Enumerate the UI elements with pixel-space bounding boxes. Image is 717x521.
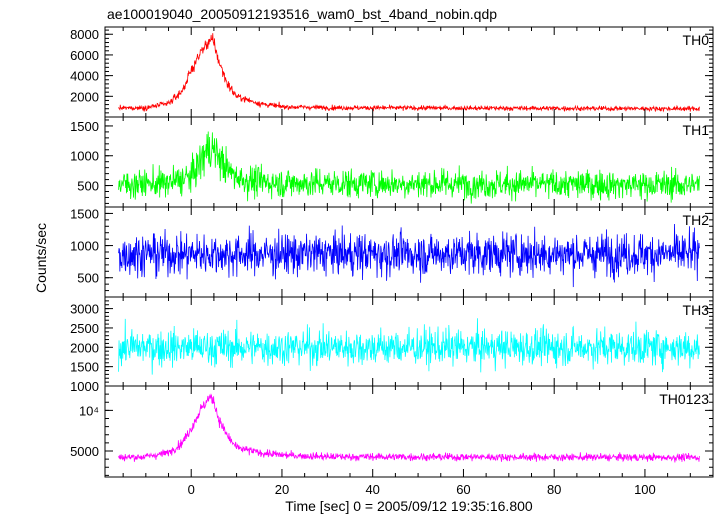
y-tick-label: 1000	[70, 149, 99, 164]
x-tick-label: 20	[275, 482, 289, 497]
series-label-th1: TH1	[683, 122, 710, 138]
y-tick-label: 1500	[70, 119, 99, 134]
x-tick-label: 0	[188, 482, 195, 497]
chart-title: ae100019040_20050912193516_wam0_bst_4ban…	[107, 6, 497, 22]
y-tick-label: 6000	[70, 48, 99, 63]
y-tick-label: 2500	[70, 321, 99, 336]
series-label-th0123: TH0123	[659, 391, 709, 407]
series-label-th0: TH0	[683, 32, 710, 48]
y-tick-label: 3000	[70, 302, 99, 317]
y-tick-label: 1500	[70, 206, 99, 221]
y-tick-label: 4000	[70, 69, 99, 84]
series-label-th2: TH2	[683, 212, 710, 228]
y-tick-label: 2000	[70, 89, 99, 104]
panel-th0123: 5000 10⁴ TH0123 0 20 40 60 80 100	[70, 385, 714, 497]
x-tick-label: 40	[365, 482, 379, 497]
y-tick-label: 1500	[70, 360, 99, 375]
y-tick-label: 5000	[70, 444, 99, 459]
x-axis-title: Time [sec] 0 = 2005/09/12 19:35:16.800	[285, 498, 533, 514]
y-axis-title: Counts/sec	[33, 223, 49, 293]
y-tick-label: 500	[77, 179, 99, 194]
y-tick-label: 10⁴	[79, 403, 99, 418]
x-tick-label: 80	[547, 482, 561, 497]
panel-th3: 1000 1500 2000 2500 3000 TH3	[70, 296, 714, 394]
series-line-th2	[118, 224, 700, 288]
series-line-th3	[118, 318, 700, 375]
panel-frame	[104, 385, 714, 478]
y-tick-label: 500	[77, 271, 99, 286]
x-tick-label: 100	[634, 482, 656, 497]
y-tick-label: 1000	[70, 379, 99, 394]
x-tick-label: 60	[456, 482, 470, 497]
y-tick-label: 2000	[70, 340, 99, 355]
panel-th1: 500 1000 1500 TH1	[70, 116, 714, 208]
series-line-th0	[118, 33, 700, 113]
series-line-th0123	[118, 393, 700, 463]
series-line-th1	[118, 131, 700, 204]
y-tick-label: 8000	[70, 27, 99, 42]
y-tick-label: 1000	[70, 239, 99, 254]
series-label-th3: TH3	[683, 302, 710, 318]
